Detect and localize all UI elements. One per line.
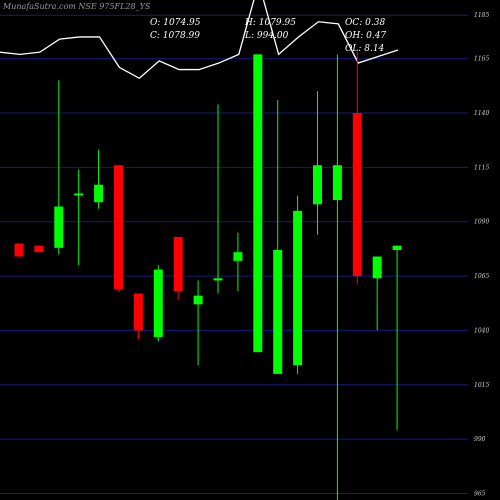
candle-body: [34, 245, 44, 253]
candle: [14, 243, 24, 257]
candle: [253, 54, 263, 353]
candle-body: [392, 245, 402, 250]
stat-close: C: 1078.99: [150, 31, 200, 41]
candle: [173, 236, 183, 300]
stat-open: O: 1074.95: [150, 18, 201, 28]
stat-ol: OL: 8.14: [345, 44, 385, 54]
candle-body: [193, 295, 203, 305]
grid-lines: [0, 14, 468, 494]
candle: [153, 265, 163, 342]
candle: [273, 100, 283, 374]
candle-body: [173, 236, 183, 292]
candle-body: [133, 293, 143, 331]
y-tick-label: 1185: [474, 12, 489, 19]
candle: [293, 195, 303, 374]
candle-body: [273, 250, 283, 374]
candle-body: [313, 165, 322, 205]
candle-body: [293, 210, 303, 366]
candle: [54, 80, 64, 255]
candle: [313, 91, 322, 235]
overlay-line-layer: [0, 0, 399, 80]
watermark-text: MunafaSutra.com: [3, 2, 76, 11]
candle-body: [54, 206, 64, 248]
watermark: MunafaSutra.com NSE 975FL28_YS: [3, 2, 150, 11]
candle: [392, 245, 402, 431]
y-tick-label: 1040: [474, 327, 489, 334]
candle-body: [253, 54, 263, 353]
y-tick-label: 965: [474, 490, 486, 497]
candle: [233, 232, 243, 292]
candle: [332, 54, 342, 500]
candle: [193, 280, 203, 366]
y-tick-label: 1165: [474, 56, 489, 63]
stat-low: L: 994.00: [245, 31, 289, 41]
symbol-label: NSE 975FL28_YS: [78, 2, 151, 11]
y-tick-label: 1115: [474, 164, 489, 171]
candle: [213, 104, 223, 294]
stat-high: H: 1079.95: [245, 18, 296, 28]
candle: [94, 150, 104, 209]
overlay-line: [0, 0, 399, 80]
y-tick-label: 1015: [474, 382, 489, 389]
candle: [114, 165, 123, 292]
candle: [34, 245, 44, 253]
candle: [74, 169, 84, 266]
candle-body: [94, 184, 104, 203]
candle-body: [153, 269, 163, 337]
stat-oh: OH: 0.47: [345, 31, 387, 41]
candle-body: [233, 252, 243, 261]
candle: [133, 293, 143, 340]
candle-body: [114, 165, 123, 290]
candle-body: [14, 243, 24, 257]
y-tick-label: 1140: [474, 110, 489, 117]
y-axis-labels: 965 990 1015 1040 1065 1090 1115 1140 1165 1185: [474, 12, 489, 497]
candle-body: [213, 278, 223, 281]
y-tick-label: 1090: [474, 219, 489, 226]
candles-layer: [14, 52, 402, 500]
candle: [372, 256, 382, 331]
y-tick-label: 1065: [474, 273, 489, 280]
candle-body: [352, 113, 362, 277]
stat-oc: OC: 0.38: [345, 18, 386, 28]
candle-body: [372, 256, 382, 279]
y-tick-label: 990: [474, 436, 486, 443]
candle: [352, 52, 362, 285]
candle-body: [332, 165, 342, 200]
candle-body: [74, 193, 84, 196]
